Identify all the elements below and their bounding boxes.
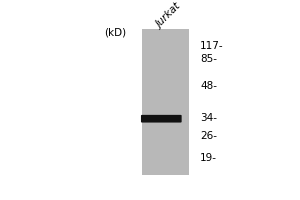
- Text: (kD): (kD): [104, 27, 126, 37]
- FancyBboxPatch shape: [141, 115, 182, 123]
- Text: 48-: 48-: [200, 81, 217, 91]
- Text: 19-: 19-: [200, 153, 217, 163]
- Text: 85-: 85-: [200, 54, 217, 64]
- Bar: [142, 29, 189, 175]
- Text: Jurkat: Jurkat: [155, 2, 183, 30]
- Text: 34-: 34-: [200, 113, 217, 123]
- Text: 117-: 117-: [200, 41, 224, 51]
- Text: 26-: 26-: [200, 131, 217, 141]
